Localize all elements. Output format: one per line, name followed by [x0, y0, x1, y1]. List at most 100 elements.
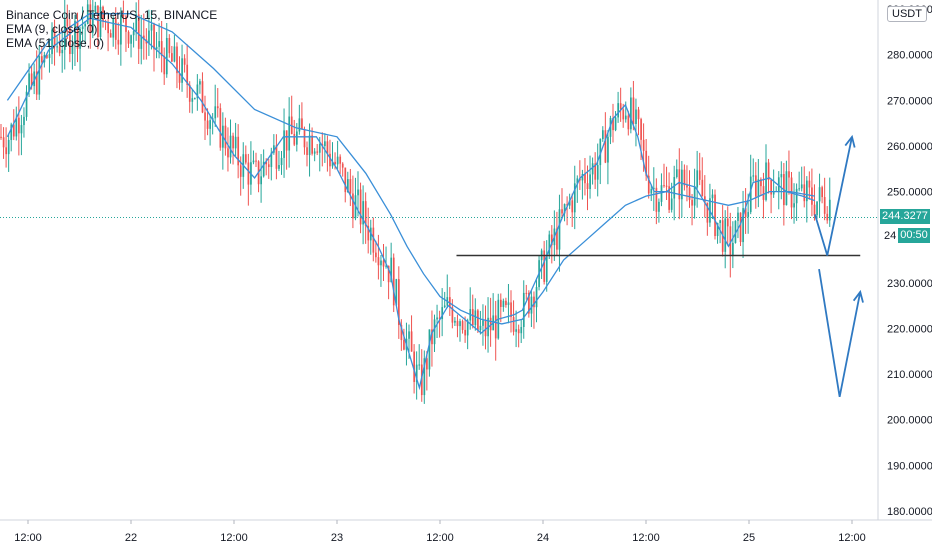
candle-body — [655, 187, 658, 212]
candle-body — [686, 185, 688, 188]
candle-body — [823, 197, 826, 214]
candle-body — [658, 201, 660, 212]
candle-body — [806, 180, 808, 202]
candle-body — [777, 177, 780, 191]
candle-body — [566, 204, 568, 206]
candle-body — [137, 14, 140, 49]
candle-body — [558, 209, 561, 250]
candle-body — [362, 201, 364, 225]
candle-body — [732, 242, 734, 255]
candle-body — [275, 145, 278, 169]
candle-body — [232, 135, 234, 149]
candle-body — [359, 189, 362, 225]
candle-body — [270, 152, 273, 168]
candle-body — [551, 234, 553, 246]
candle-body — [191, 98, 194, 102]
candle-body — [737, 212, 739, 221]
candle-body — [668, 186, 670, 210]
candle-body — [247, 162, 250, 185]
price-tick-label: 260.0000 — [887, 141, 932, 153]
candle-body — [186, 64, 189, 85]
candle-body — [670, 198, 673, 210]
candle-body — [306, 147, 308, 156]
time-axis[interactable]: 12:00 22 12:00 23 12:00 24 12:00 25 12:00 — [14, 520, 866, 544]
candle-body — [632, 97, 635, 124]
candle-body — [349, 179, 352, 194]
candle-body — [614, 117, 617, 131]
time-tick-label: 12:00 — [838, 532, 866, 544]
currency-badge[interactable]: USDT — [887, 6, 927, 22]
candle-body — [209, 120, 211, 129]
candle-body — [617, 103, 619, 118]
candle-body — [395, 279, 398, 306]
projection-arrow-head — [844, 134, 856, 148]
candle-body — [767, 162, 770, 180]
candle-body — [828, 199, 831, 221]
ema-layer — [6, 13, 816, 391]
candle-body — [752, 175, 755, 177]
projection-arrow-path[interactable] — [818, 268, 862, 398]
candle-body — [229, 135, 232, 158]
candle-body — [20, 125, 23, 134]
chart-legend: Binance Coin / TetherUS, 15, BINANCE EMA… — [6, 8, 217, 50]
candle-body — [148, 30, 150, 44]
time-tick-label: 24 — [537, 532, 549, 544]
candle-body — [326, 141, 329, 154]
candle-body — [194, 98, 196, 100]
candle-body — [788, 171, 790, 178]
candle-body — [635, 109, 637, 124]
price-axis[interactable]: 290.0000280.0000270.0000260.0000250.0000… — [887, 4, 932, 518]
candle-body — [535, 287, 538, 308]
candle-body — [71, 44, 74, 55]
candle-body — [107, 21, 109, 34]
candle-body — [120, 15, 122, 45]
candle-body — [556, 228, 558, 250]
candle-body — [318, 144, 321, 153]
candle-body — [35, 71, 38, 95]
candle-body — [109, 33, 112, 38]
symbol-title[interactable]: Binance Coin / TetherUS, 15, BINANCE — [6, 8, 218, 22]
candle-body — [449, 297, 451, 308]
candle-body — [798, 188, 801, 190]
candle-body — [785, 171, 788, 206]
candle-body — [757, 179, 760, 197]
candle-body — [171, 53, 173, 62]
candle-body — [456, 320, 459, 327]
candle-body — [160, 41, 163, 56]
candle-body — [173, 46, 176, 62]
candle-body — [398, 279, 400, 325]
candle-body — [153, 24, 155, 50]
candle-body — [729, 226, 732, 255]
candle-body — [520, 326, 523, 334]
ema-fast-legend[interactable]: EMA (9, close, 0) — [6, 22, 98, 36]
candle-body — [357, 189, 359, 196]
candle-body — [734, 220, 737, 243]
candle-body — [311, 135, 313, 154]
candle-body — [726, 218, 729, 227]
candle-body — [367, 225, 370, 241]
ema-fast-line[interactable] — [6, 17, 816, 391]
candle-body — [688, 187, 691, 200]
candle-body — [293, 133, 296, 145]
projection-arrow-path[interactable] — [814, 136, 853, 256]
candle-body — [548, 234, 551, 255]
candle-body — [188, 84, 191, 102]
candle-body — [484, 320, 487, 337]
candle-body — [706, 202, 709, 223]
candle-body — [61, 49, 64, 54]
candle-body — [528, 292, 530, 314]
candle-body — [826, 213, 829, 221]
ema-slow-line[interactable] — [6, 13, 816, 325]
candle-body — [63, 19, 66, 50]
ema-slow-legend[interactable]: EMA (51, close, 0) — [6, 36, 105, 50]
candle-body — [821, 187, 823, 198]
candle-body — [79, 28, 81, 49]
candle-body — [410, 331, 413, 352]
candle-body — [336, 156, 339, 165]
candle-body — [800, 184, 803, 189]
candle-body — [135, 14, 138, 32]
candle-body — [86, 4, 89, 24]
candle-body — [81, 26, 84, 29]
last-price-badge: 244.3277 — [880, 209, 930, 224]
